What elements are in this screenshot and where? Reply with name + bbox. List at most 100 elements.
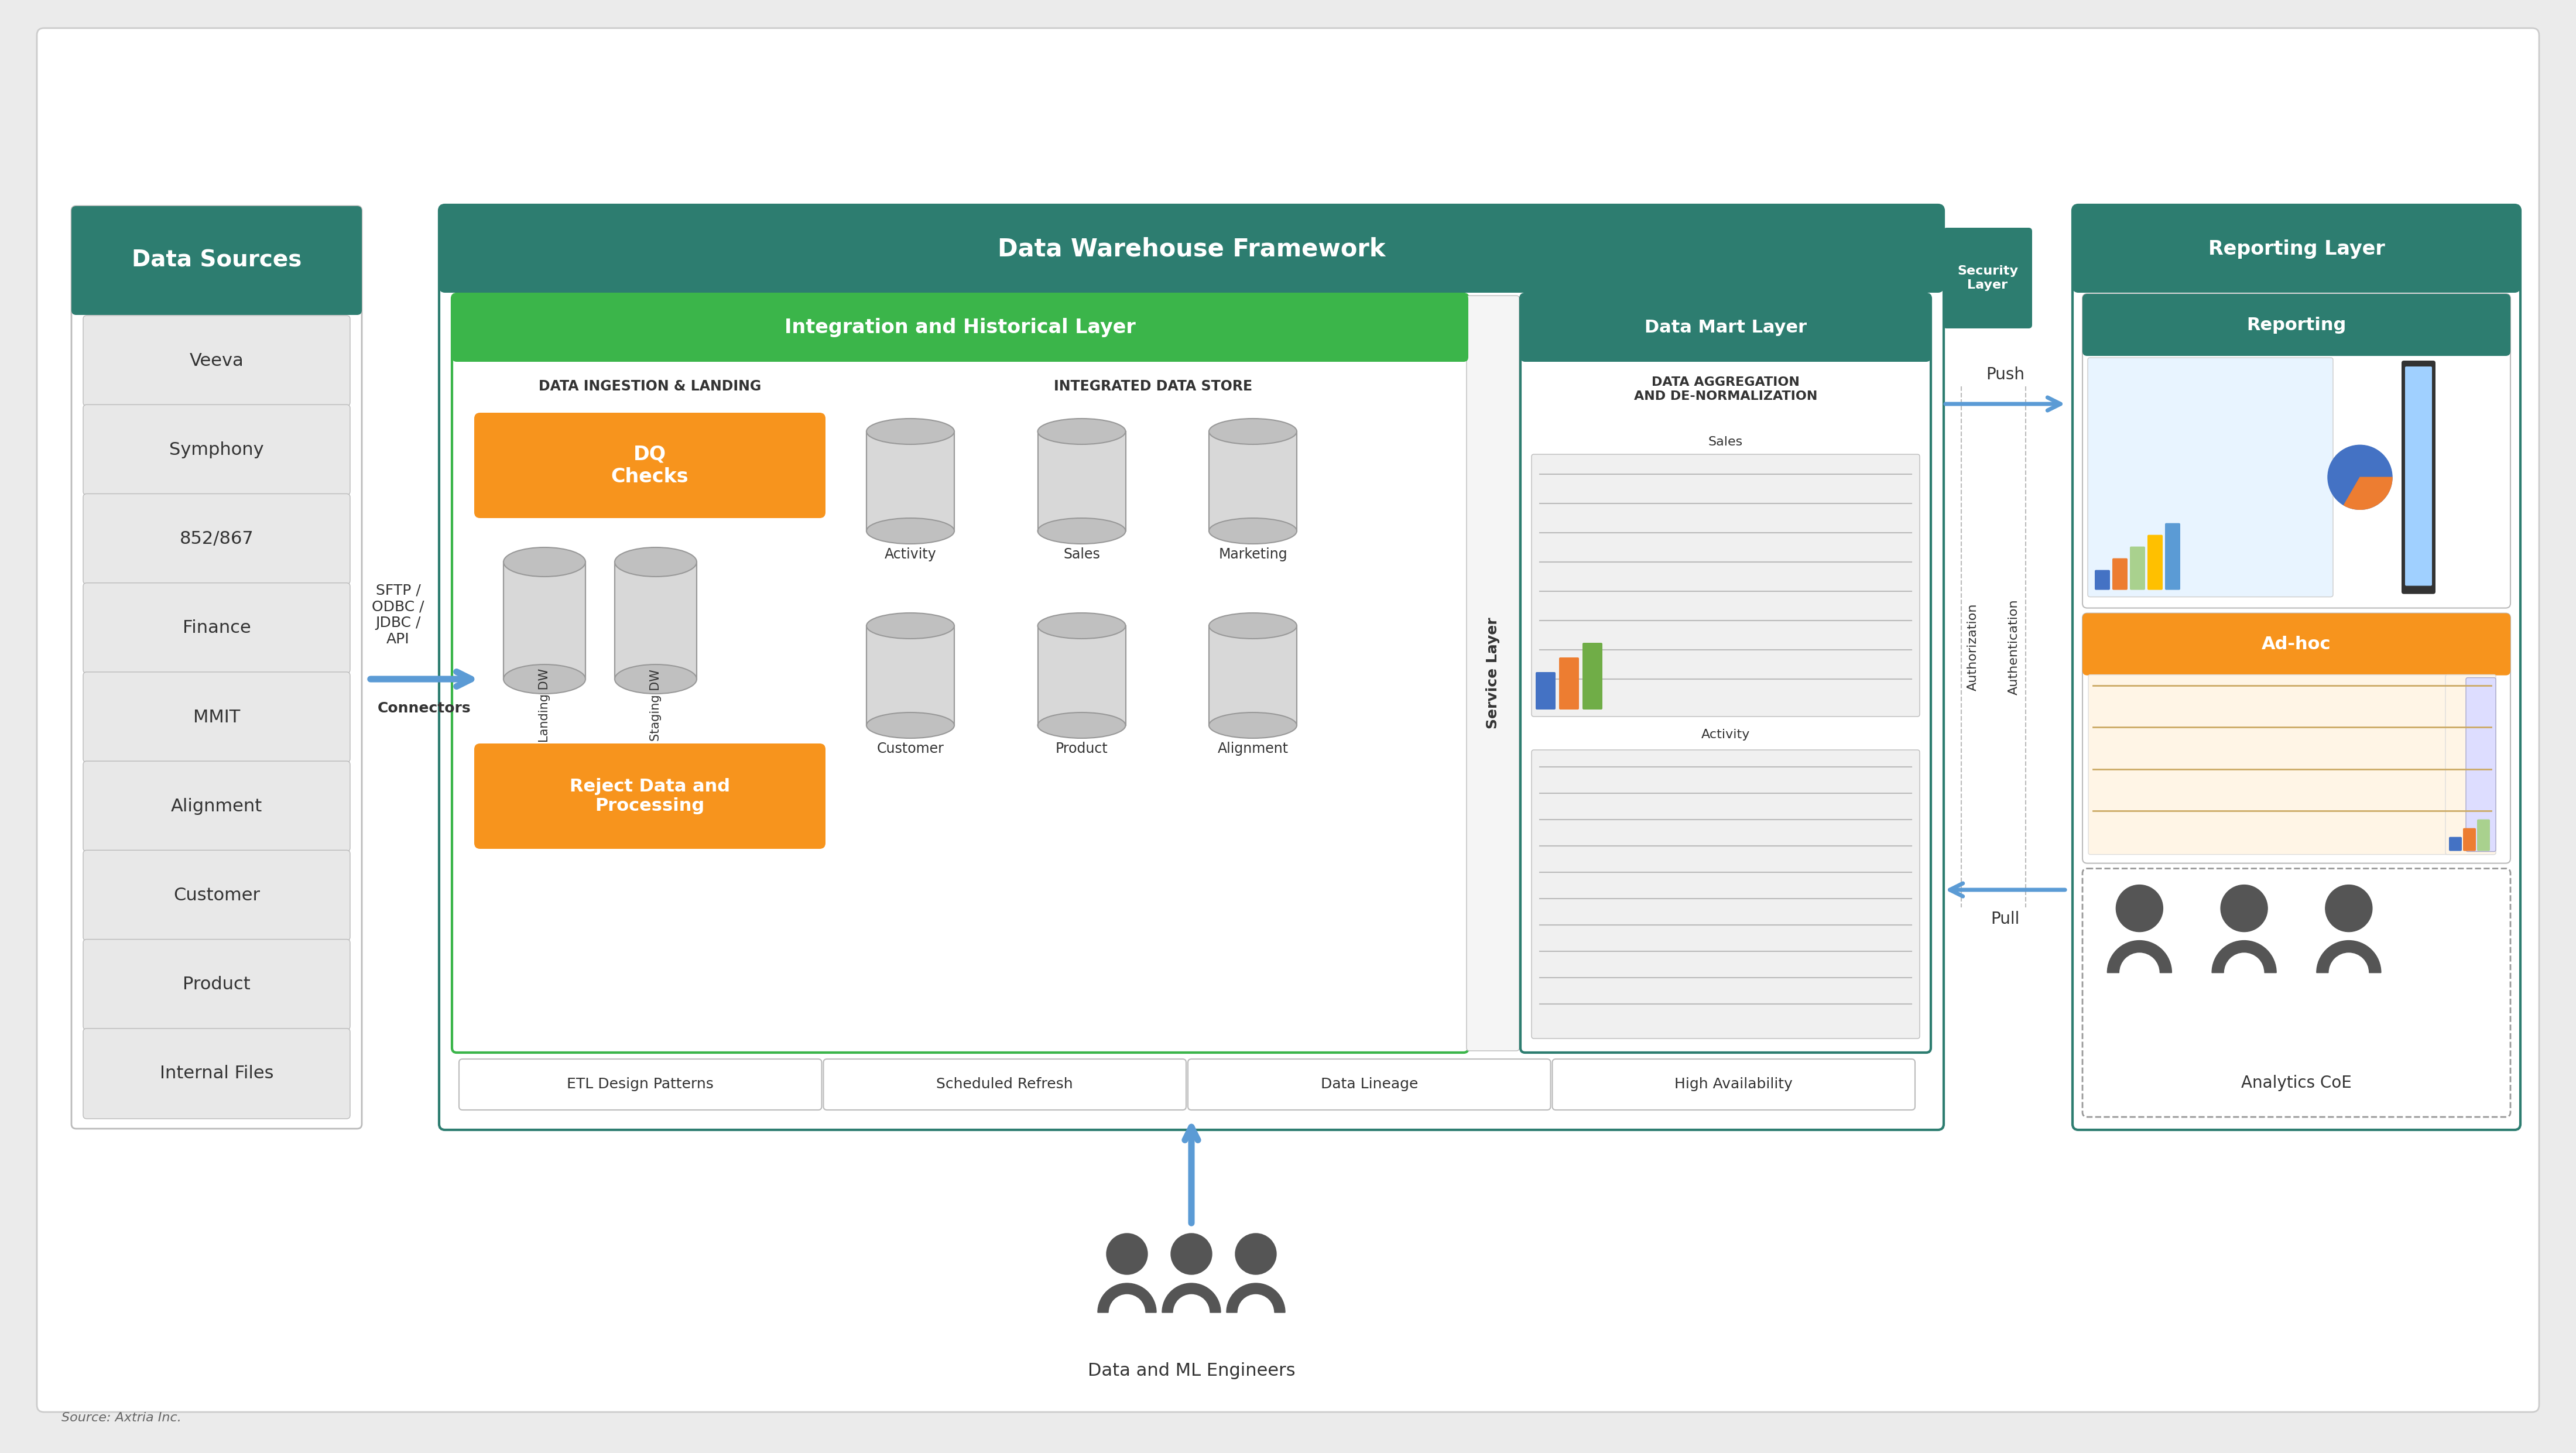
- Bar: [1038, 432, 1126, 530]
- Text: Integration and Historical Layer: Integration and Historical Layer: [786, 318, 1136, 337]
- Ellipse shape: [616, 548, 696, 577]
- Text: Scheduled Refresh: Scheduled Refresh: [938, 1077, 1074, 1091]
- Text: DATA INGESTION & LANDING: DATA INGESTION & LANDING: [538, 379, 760, 394]
- Text: Veeva: Veeva: [191, 352, 245, 369]
- FancyBboxPatch shape: [2081, 869, 2512, 1117]
- Ellipse shape: [866, 613, 953, 639]
- FancyBboxPatch shape: [459, 1059, 822, 1110]
- Text: High Availability: High Availability: [1674, 1077, 1793, 1091]
- FancyBboxPatch shape: [82, 671, 350, 763]
- Text: INTEGRATED DATA STORE: INTEGRATED DATA STORE: [1054, 379, 1252, 394]
- Text: MMIT: MMIT: [193, 709, 240, 725]
- Text: Reporting: Reporting: [2246, 317, 2347, 333]
- Ellipse shape: [866, 519, 953, 543]
- Circle shape: [1172, 1234, 1211, 1274]
- Wedge shape: [2107, 940, 2172, 972]
- Circle shape: [2115, 885, 2164, 931]
- FancyBboxPatch shape: [2079, 278, 2514, 286]
- Text: Reporting Layer: Reporting Layer: [2208, 240, 2385, 259]
- Text: Authorization: Authorization: [1968, 603, 1978, 690]
- FancyBboxPatch shape: [1520, 294, 1932, 362]
- Text: Product: Product: [1056, 741, 1108, 756]
- FancyBboxPatch shape: [2081, 613, 2512, 863]
- FancyBboxPatch shape: [1525, 349, 1927, 357]
- FancyBboxPatch shape: [2081, 294, 2512, 607]
- FancyBboxPatch shape: [1466, 295, 1520, 1051]
- Text: Activity: Activity: [1700, 729, 1749, 741]
- Ellipse shape: [1038, 418, 1126, 445]
- Text: Service Layer: Service Layer: [1486, 618, 1499, 729]
- FancyBboxPatch shape: [82, 583, 350, 673]
- FancyBboxPatch shape: [82, 315, 350, 405]
- Text: Data Mart Layer: Data Mart Layer: [1643, 320, 1806, 336]
- Bar: [1038, 626, 1126, 725]
- Ellipse shape: [1208, 613, 1296, 639]
- Wedge shape: [1162, 1283, 1221, 1312]
- Text: Authentication: Authentication: [2009, 599, 2020, 695]
- Text: Finance: Finance: [183, 619, 250, 636]
- Ellipse shape: [1038, 519, 1126, 543]
- Wedge shape: [2213, 940, 2277, 972]
- Text: Data Warehouse Framework: Data Warehouse Framework: [997, 237, 1386, 262]
- FancyArrowPatch shape: [371, 671, 471, 686]
- Ellipse shape: [502, 548, 585, 577]
- FancyBboxPatch shape: [2450, 837, 2463, 851]
- Text: Customer: Customer: [876, 741, 943, 756]
- FancyBboxPatch shape: [1188, 1059, 1551, 1110]
- Wedge shape: [2344, 477, 2393, 510]
- FancyBboxPatch shape: [1535, 673, 1556, 709]
- FancyBboxPatch shape: [2081, 613, 2512, 676]
- FancyBboxPatch shape: [438, 205, 1945, 1130]
- FancyBboxPatch shape: [82, 494, 350, 584]
- Ellipse shape: [1208, 418, 1296, 445]
- FancyBboxPatch shape: [474, 413, 824, 519]
- Bar: [866, 432, 953, 530]
- FancyBboxPatch shape: [1942, 228, 2032, 328]
- FancyBboxPatch shape: [2074, 205, 2519, 1130]
- Text: Reject Data and
Processing: Reject Data and Processing: [569, 777, 729, 815]
- FancyBboxPatch shape: [2164, 523, 2179, 590]
- Circle shape: [1108, 1234, 1146, 1274]
- Wedge shape: [2316, 940, 2380, 972]
- FancyBboxPatch shape: [2406, 366, 2432, 586]
- FancyBboxPatch shape: [1553, 1059, 1914, 1110]
- Text: DATA AGGREGATION
AND DE-NORMALIZATION: DATA AGGREGATION AND DE-NORMALIZATION: [1633, 376, 1816, 402]
- Text: SFTP /
ODBC /
JDBC /
API: SFTP / ODBC / JDBC / API: [371, 583, 425, 647]
- Text: Alignment: Alignment: [1218, 741, 1288, 756]
- FancyBboxPatch shape: [2148, 535, 2164, 590]
- Text: Landing DW: Landing DW: [538, 668, 551, 742]
- Ellipse shape: [866, 712, 953, 738]
- Bar: [1208, 626, 1296, 725]
- Ellipse shape: [1208, 519, 1296, 543]
- FancyBboxPatch shape: [446, 275, 1937, 286]
- FancyBboxPatch shape: [36, 28, 2540, 1412]
- FancyBboxPatch shape: [451, 294, 1468, 362]
- Circle shape: [2329, 445, 2393, 510]
- FancyBboxPatch shape: [2074, 205, 2519, 292]
- FancyBboxPatch shape: [82, 761, 350, 851]
- FancyBboxPatch shape: [82, 850, 350, 940]
- Text: Data Lineage: Data Lineage: [1321, 1077, 1417, 1091]
- Text: Symphony: Symphony: [170, 442, 263, 458]
- Text: Source: Axtria Inc.: Source: Axtria Inc.: [62, 1412, 180, 1424]
- FancyBboxPatch shape: [824, 1059, 1185, 1110]
- Text: Ad-hoc: Ad-hoc: [2262, 636, 2331, 652]
- FancyBboxPatch shape: [1533, 455, 1919, 716]
- FancyBboxPatch shape: [2081, 294, 2512, 356]
- FancyBboxPatch shape: [438, 205, 1945, 292]
- FancyBboxPatch shape: [2478, 819, 2491, 851]
- FancyBboxPatch shape: [451, 294, 1468, 1052]
- Text: Marketing: Marketing: [1218, 548, 1288, 561]
- FancyBboxPatch shape: [2087, 357, 2334, 597]
- FancyBboxPatch shape: [77, 298, 358, 311]
- FancyBboxPatch shape: [1533, 750, 1919, 1039]
- Text: ETL Design Patterns: ETL Design Patterns: [567, 1077, 714, 1091]
- Circle shape: [2326, 885, 2372, 931]
- Bar: [616, 562, 696, 679]
- FancyBboxPatch shape: [82, 939, 350, 1030]
- FancyBboxPatch shape: [82, 404, 350, 495]
- FancyBboxPatch shape: [1582, 642, 1602, 709]
- Wedge shape: [1097, 1283, 1157, 1312]
- FancyArrowPatch shape: [1945, 398, 2061, 410]
- Text: Staging DW: Staging DW: [649, 670, 662, 741]
